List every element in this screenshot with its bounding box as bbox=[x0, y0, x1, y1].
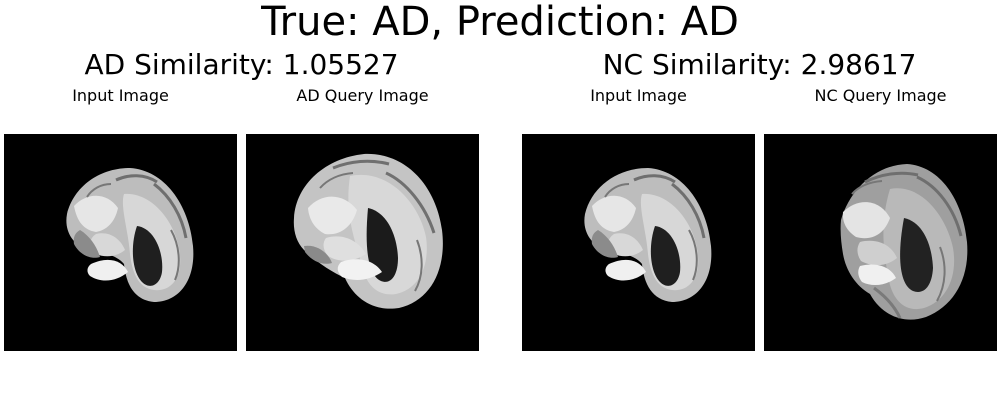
brain-mri-sagittal-icon bbox=[4, 134, 237, 351]
figure-title: True: AD, Prediction: AD bbox=[261, 0, 739, 45]
panel-title-input-nc: Input Image bbox=[590, 86, 687, 105]
brain-mri-sagittal-icon bbox=[522, 134, 755, 351]
brain-mri-sagittal-icon bbox=[246, 134, 479, 351]
panel-title-input-ad: Input Image bbox=[72, 86, 169, 105]
nc-query-image-panel bbox=[764, 134, 997, 351]
ad-query-image-panel bbox=[246, 134, 479, 351]
brain-mri-sagittal-icon bbox=[764, 134, 997, 351]
panel-title-nc-query: NC Query Image bbox=[814, 86, 947, 105]
ad-similarity-title: AD Similarity: 1.05527 bbox=[84, 48, 399, 81]
input-image-panel-ad bbox=[4, 134, 237, 351]
nc-similarity-title: NC Similarity: 2.98617 bbox=[602, 48, 917, 81]
panel-title-ad-query: AD Query Image bbox=[296, 86, 429, 105]
input-image-panel-nc bbox=[522, 134, 755, 351]
